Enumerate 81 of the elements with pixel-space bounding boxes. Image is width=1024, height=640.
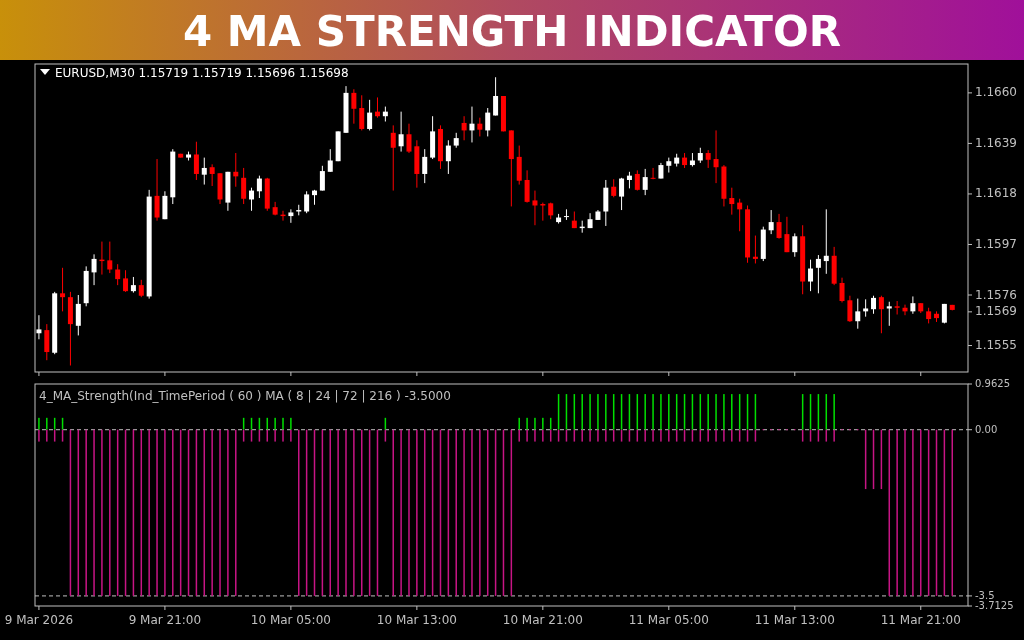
- candlestick: [241, 167, 247, 205]
- y-tick-label: 1.1555: [975, 338, 1017, 353]
- y-tick-label: -3.7125: [975, 600, 1014, 611]
- chart-title: 4_MA_Strength(Ind_TimePeriod ( 60 ) MA ( 8 | 24 | 72 | 216 ) -3.5000: [39, 389, 451, 403]
- candlestick: [532, 190, 538, 226]
- x-tick-label: 10 Mar 21:00: [502, 613, 583, 627]
- candlestick: [808, 259, 814, 292]
- candlestick: [910, 295, 916, 315]
- candlestick: [477, 117, 483, 137]
- y-tick-label: 1.1576: [975, 287, 1017, 302]
- x-tick-label: 11 Mar 13:00: [754, 613, 835, 627]
- candlestick: [44, 323, 50, 361]
- candlestick: [36, 314, 42, 340]
- x-tick-label: 9 Mar 2026: [4, 613, 74, 627]
- chart-title: 4 MA STRENGTH INDICATOR: [182, 7, 842, 56]
- candlestick: [327, 148, 333, 173]
- candlestick: [359, 94, 365, 131]
- candlestick: [75, 294, 81, 336]
- candlestick: [729, 187, 735, 216]
- candlestick: [288, 208, 294, 224]
- candlestick: [351, 88, 357, 125]
- candlestick: [485, 107, 491, 137]
- candlestick: [792, 232, 798, 258]
- x-tick-label: 9 Mar 21:00: [128, 613, 202, 627]
- x-tick-label: 11 Mar 05:00: [628, 613, 709, 627]
- candlestick: [256, 175, 262, 199]
- y-tick-label: 1.1639: [975, 135, 1017, 150]
- candlestick: [524, 169, 530, 204]
- candlestick: [878, 295, 884, 334]
- candlestick: [847, 295, 853, 323]
- candlestick: [784, 216, 790, 253]
- candlestick: [461, 115, 467, 141]
- y-tick-label: 0.9625: [975, 378, 1010, 389]
- y-tick-label: 1.1597: [975, 236, 1017, 251]
- candlestick: [642, 168, 648, 196]
- candlestick: [107, 241, 113, 274]
- candlestick: [619, 177, 625, 211]
- candlestick: [776, 213, 782, 240]
- candlestick: [115, 263, 121, 286]
- candlestick: [855, 298, 861, 330]
- candlestick: [60, 267, 66, 312]
- candlestick: [752, 235, 758, 264]
- candlestick: [209, 163, 215, 187]
- candlestick: [123, 269, 129, 293]
- candlestick: [713, 129, 719, 184]
- candlestick: [154, 158, 160, 222]
- candlestick: [815, 254, 821, 294]
- x-tick-label: 10 Mar 05:00: [250, 613, 331, 627]
- candlestick: [871, 295, 877, 315]
- candlestick: [563, 208, 569, 221]
- y-tick-label: 1.1569: [975, 304, 1017, 319]
- x-tick-label: 11 Mar 21:00: [880, 613, 961, 627]
- candlestick: [823, 208, 829, 275]
- candlestick: [445, 139, 451, 175]
- x-tick-label: 10 Mar 13:00: [376, 613, 457, 627]
- candlestick: [886, 301, 892, 327]
- chart-subtitle: EURUSD,M30 1.15719 1.15719 1.15696 1.15698: [55, 66, 349, 80]
- candlestick: [422, 148, 428, 184]
- y-tick-label: 1.1660: [975, 85, 1017, 100]
- candlestick: [603, 179, 609, 227]
- candlestick: [611, 178, 617, 198]
- candlestick: [493, 76, 499, 116]
- y-tick-label: 0.00: [975, 423, 998, 435]
- candlestick: [768, 209, 774, 235]
- candlestick: [894, 300, 900, 315]
- candlestick: [193, 141, 199, 181]
- candlestick: [162, 190, 168, 220]
- candlestick: [390, 124, 396, 192]
- candlestick: [304, 190, 310, 214]
- y-tick-label: -3.5: [975, 589, 995, 601]
- candlestick: [634, 169, 640, 192]
- candlestick: [406, 123, 412, 154]
- candlestick: [91, 253, 97, 286]
- candlestick: [839, 277, 845, 303]
- candlestick: [319, 165, 325, 192]
- candlestick: [367, 99, 373, 131]
- candlestick: [650, 167, 656, 180]
- y-tick-label: 1.1618: [975, 186, 1017, 201]
- candlestick: [516, 145, 522, 186]
- candlestick: [398, 111, 404, 153]
- candlestick: [201, 157, 207, 186]
